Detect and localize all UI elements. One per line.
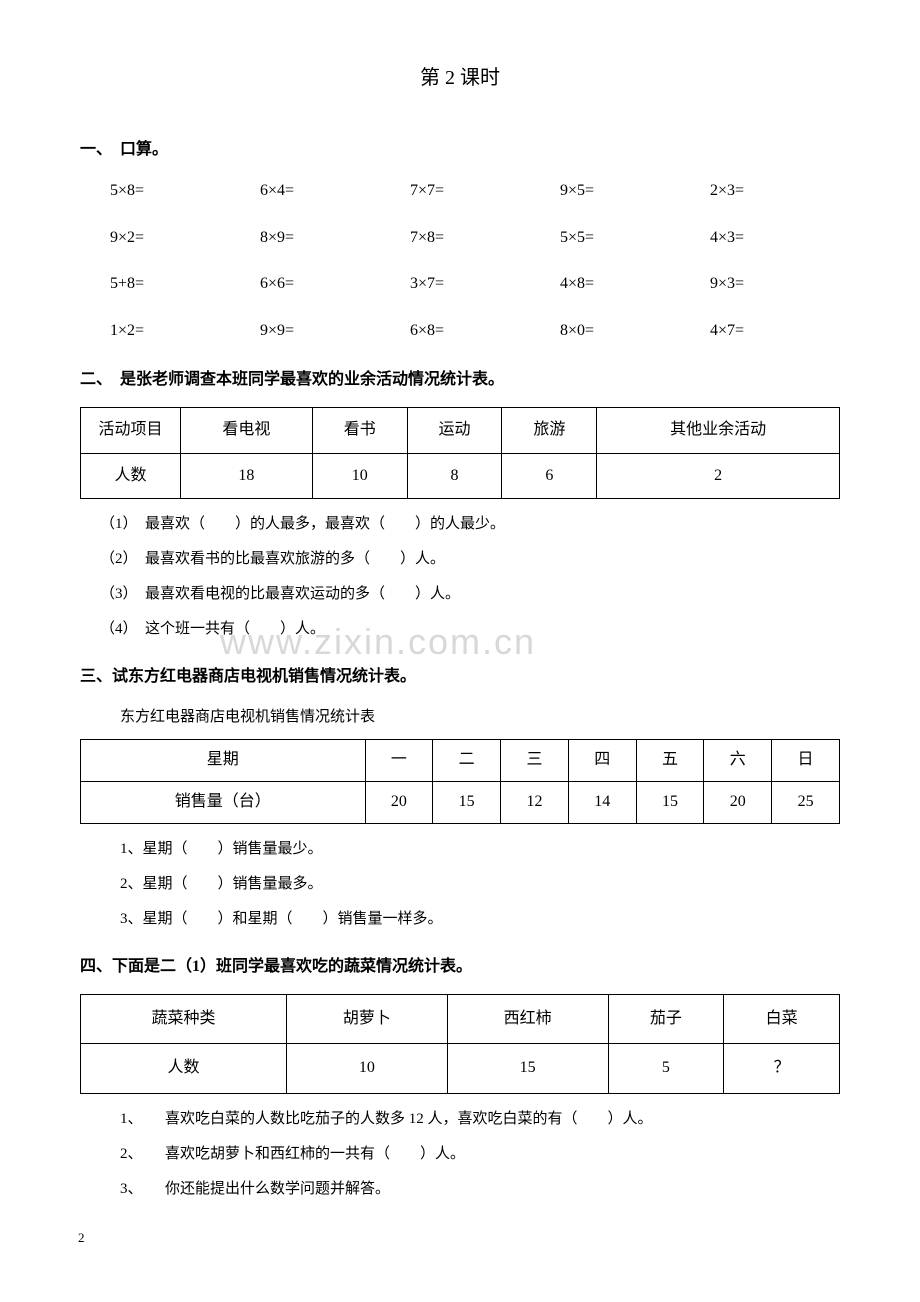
table-header-cell: 星期	[81, 740, 366, 782]
table-header-cell: 五	[636, 740, 704, 782]
question-item: （1） 最喜欢（ ）的人最多，最喜欢（ ）的人最少。	[100, 511, 840, 538]
section3-header: 三、试东方红电器商店电视机销售情况统计表。	[80, 663, 840, 692]
arithmetic-item: 9×2=	[110, 224, 240, 253]
table-cell: 15	[433, 781, 501, 823]
arithmetic-item: 4×8=	[560, 270, 690, 299]
question-item: （4） 这个班一共有（ ）人。	[100, 616, 840, 643]
section2-header: 二、 是张老师调查本班同学最喜欢的业余活动情况统计表。	[80, 366, 840, 395]
vegetable-table: 蔬菜种类胡萝卜西红柿茄子白菜 人数10155？	[80, 994, 840, 1095]
table-cell: 18	[181, 453, 313, 499]
arithmetic-item: 7×8=	[410, 224, 540, 253]
question-item: 3、 你还能提出什么数学问题并解答。	[120, 1176, 840, 1203]
table-header-cell: 胡萝卜	[286, 994, 447, 1044]
arithmetic-item: 5×8=	[110, 177, 240, 206]
table-header-cell: 其他业余活动	[597, 407, 840, 453]
table-header-cell: 西红柿	[447, 994, 608, 1044]
table-header-cell: 看书	[312, 407, 407, 453]
table-cell: 6	[502, 453, 597, 499]
table-cell: 20	[365, 781, 433, 823]
table-header-cell: 一	[365, 740, 433, 782]
section3-questions: 1、星期（ ）销售量最少。 2、星期（ ）销售量最多。 3、星期（ ）和星期（ ）销…	[80, 836, 840, 933]
table-header-cell: 活动项目	[81, 407, 181, 453]
table-header-cell: 日	[772, 740, 840, 782]
arithmetic-item: 4×7=	[710, 317, 840, 346]
table-header-cell: 茄子	[608, 994, 724, 1044]
table-header-cell: 三	[501, 740, 569, 782]
arithmetic-item: 1×2=	[110, 317, 240, 346]
question-item: 1、星期（ ）销售量最少。	[120, 836, 840, 863]
table-cell: ？	[724, 1044, 840, 1094]
question-item: （2） 最喜欢看书的比最喜欢旅游的多（ ）人。	[100, 546, 840, 573]
table-cell: 10	[286, 1044, 447, 1094]
table-cell: 14	[568, 781, 636, 823]
table-header-cell: 蔬菜种类	[81, 994, 287, 1044]
table-header-cell: 白菜	[724, 994, 840, 1044]
arithmetic-item: 6×8=	[410, 317, 540, 346]
table-row-label: 人数	[81, 1044, 287, 1094]
table-cell: 15	[636, 781, 704, 823]
question-item: 3、星期（ ）和星期（ ）销售量一样多。	[120, 906, 840, 933]
table-cell: 5	[608, 1044, 724, 1094]
arithmetic-item: 7×7=	[410, 177, 540, 206]
arithmetic-item: 8×0=	[560, 317, 690, 346]
arithmetic-item: 6×4=	[260, 177, 390, 206]
table-cell: 20	[704, 781, 772, 823]
table-header-cell: 六	[704, 740, 772, 782]
arithmetic-item: 6×6=	[260, 270, 390, 299]
question-item: 2、星期（ ）销售量最多。	[120, 871, 840, 898]
page-title: 第 2 课时	[80, 60, 840, 96]
arithmetic-item: 5×5=	[560, 224, 690, 253]
table-header-cell: 二	[433, 740, 501, 782]
table-header-cell: 旅游	[502, 407, 597, 453]
arithmetic-item: 9×9=	[260, 317, 390, 346]
section1-header: 一、 口算。	[80, 136, 840, 165]
arithmetic-item: 5+8=	[110, 270, 240, 299]
section4-questions: 1、 喜欢吃白菜的人数比吃茄子的人数多 12 人，喜欢吃白菜的有（ ）人。 2、 …	[80, 1106, 840, 1203]
arithmetic-grid: 5×8= 6×4= 7×7= 9×5= 2×3= 9×2= 8×9= 7×8= 5×5= 4×3=…	[80, 177, 840, 346]
question-item: 1、 喜欢吃白菜的人数比吃茄子的人数多 12 人，喜欢吃白菜的有（ ）人。	[120, 1106, 840, 1133]
activity-table: 活动项目看电视看书运动旅游其他业余活动 人数1810862	[80, 407, 840, 500]
page-number: 2	[78, 1226, 85, 1249]
sales-table: 星期一二三四五六日 销售量（台）20151214152025	[80, 739, 840, 824]
question-item: 2、 喜欢吃胡萝卜和西红柿的一共有（ ）人。	[120, 1141, 840, 1168]
arithmetic-item: 3×7=	[410, 270, 540, 299]
arithmetic-item: 2×3=	[710, 177, 840, 206]
table-row-label: 人数	[81, 453, 181, 499]
question-item: （3） 最喜欢看电视的比最喜欢运动的多（ ）人。	[100, 581, 840, 608]
table-cell: 25	[772, 781, 840, 823]
table-cell: 15	[447, 1044, 608, 1094]
section4-header: 四、下面是二（1）班同学最喜欢吃的蔬菜情况统计表。	[80, 953, 840, 982]
section2-questions: （1） 最喜欢（ ）的人最多，最喜欢（ ）的人最少。 （2） 最喜欢看书的比最喜欢…	[80, 511, 840, 643]
table-cell: 8	[407, 453, 502, 499]
arithmetic-item: 4×3=	[710, 224, 840, 253]
table-header-cell: 四	[568, 740, 636, 782]
section3-caption: 东方红电器商店电视机销售情况统计表	[80, 704, 840, 731]
table-header-cell: 看电视	[181, 407, 313, 453]
table-row-label: 销售量（台）	[81, 781, 366, 823]
arithmetic-item: 8×9=	[260, 224, 390, 253]
table-cell: 12	[501, 781, 569, 823]
table-cell: 2	[597, 453, 840, 499]
table-header-cell: 运动	[407, 407, 502, 453]
table-cell: 10	[312, 453, 407, 499]
arithmetic-item: 9×5=	[560, 177, 690, 206]
arithmetic-item: 9×3=	[710, 270, 840, 299]
